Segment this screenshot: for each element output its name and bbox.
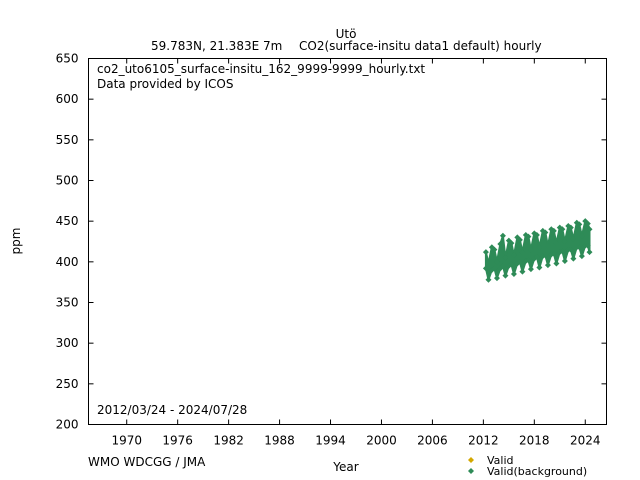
data-point bbox=[491, 265, 498, 272]
x-tick-label: 2018 bbox=[519, 434, 550, 448]
data-point bbox=[508, 261, 515, 268]
data-point bbox=[542, 252, 549, 259]
y-tick-label: 250 bbox=[56, 377, 79, 391]
data-point bbox=[576, 221, 583, 228]
data-point bbox=[482, 265, 489, 272]
data-point bbox=[497, 240, 504, 247]
y-tick-label: 550 bbox=[56, 133, 79, 147]
y-tick-label: 350 bbox=[56, 296, 79, 310]
data-point bbox=[578, 232, 585, 239]
x-tick-label: 1994 bbox=[315, 434, 346, 448]
data-point bbox=[510, 271, 517, 278]
data-point bbox=[493, 275, 500, 282]
legend-valid-label: Valid bbox=[487, 454, 514, 467]
data-point bbox=[550, 227, 557, 234]
station-title: Utö bbox=[336, 27, 357, 41]
x-axis-label: Year bbox=[332, 460, 358, 474]
data-point bbox=[567, 246, 574, 253]
data-point bbox=[499, 232, 506, 239]
data-point bbox=[491, 246, 498, 253]
x-axis-ticks: 1970 1976 1982 1988 1994 2000 2006 2012 2018 2024 bbox=[111, 58, 601, 448]
data-point bbox=[525, 257, 532, 264]
legend: Valid Valid(background) bbox=[468, 454, 587, 478]
data-point bbox=[493, 258, 500, 265]
data-point bbox=[584, 242, 591, 249]
data-point bbox=[567, 224, 574, 231]
x-tick-label: 2012 bbox=[468, 434, 499, 448]
data-point bbox=[576, 244, 583, 251]
y-tick-label: 450 bbox=[56, 214, 79, 228]
data-point bbox=[550, 250, 557, 257]
y-axis-label: ppm bbox=[9, 228, 23, 255]
data-point bbox=[499, 262, 506, 269]
data-point bbox=[508, 240, 515, 247]
data-point bbox=[553, 260, 560, 267]
data-point bbox=[516, 258, 523, 265]
x-tick-label: 2024 bbox=[570, 434, 601, 448]
x-tick-label: 2000 bbox=[366, 434, 397, 448]
data-point bbox=[544, 262, 551, 269]
data-point bbox=[578, 253, 585, 260]
background-data-band bbox=[484, 220, 591, 281]
date-range-annotation: 2012/03/24 - 2024/07/28 bbox=[97, 403, 247, 417]
x-tick-label: 1970 bbox=[111, 434, 142, 448]
data-points bbox=[482, 218, 593, 283]
y-tick-label: 400 bbox=[56, 255, 79, 269]
provider-annotation: Data provided by ICOS bbox=[97, 77, 233, 91]
data-point bbox=[561, 258, 568, 265]
data-point bbox=[542, 229, 549, 236]
legend-valid-marker bbox=[468, 457, 474, 463]
data-point bbox=[533, 231, 540, 238]
data-point bbox=[510, 252, 517, 259]
data-point bbox=[570, 236, 577, 243]
data-point bbox=[544, 242, 551, 249]
plot-area bbox=[88, 58, 607, 425]
data-point bbox=[539, 253, 546, 260]
data-point bbox=[536, 264, 543, 271]
data-point bbox=[485, 260, 492, 267]
legend-background-marker bbox=[468, 468, 474, 474]
data-point bbox=[533, 253, 540, 260]
y-tick-label: 600 bbox=[56, 92, 79, 106]
data-point bbox=[559, 248, 566, 255]
data-point bbox=[519, 249, 526, 256]
data-point bbox=[482, 249, 489, 256]
y-tick-label: 650 bbox=[56, 52, 79, 66]
data-point bbox=[586, 249, 593, 256]
data-point bbox=[561, 238, 568, 245]
y-tick-label: 500 bbox=[56, 174, 79, 188]
data-point bbox=[553, 240, 560, 247]
data-point bbox=[527, 266, 534, 273]
x-tick-label: 1982 bbox=[213, 434, 244, 448]
data-point bbox=[584, 220, 591, 227]
data-point bbox=[525, 233, 532, 240]
data-point bbox=[519, 268, 526, 275]
x-tick-label: 1976 bbox=[162, 434, 193, 448]
data-point bbox=[502, 272, 509, 279]
data-point bbox=[586, 226, 593, 233]
gas-subtitle: CO2(surface-insitu data1 default) hourly bbox=[299, 39, 542, 53]
data-point bbox=[485, 276, 492, 283]
data-point bbox=[502, 254, 509, 261]
location-subtitle: 59.783N, 21.383E 7m bbox=[151, 39, 282, 53]
data-point bbox=[536, 244, 543, 251]
legend-background-label: Valid(background) bbox=[487, 465, 587, 478]
data-point bbox=[516, 236, 523, 243]
credit-text: WMO WDCGG / JMA bbox=[88, 455, 206, 469]
data-point bbox=[570, 255, 577, 262]
x-tick-label: 2006 bbox=[417, 434, 448, 448]
y-tick-label: 200 bbox=[56, 418, 79, 432]
data-point bbox=[527, 246, 534, 253]
x-tick-label: 1988 bbox=[264, 434, 295, 448]
data-point bbox=[559, 226, 566, 233]
filename-annotation: co2_uto6105_surface-insitu_162_9999-9999… bbox=[97, 62, 425, 76]
y-axis-ticks: 200 250 300 350 400 450 500 550 600 650 bbox=[56, 52, 607, 432]
y-tick-label: 300 bbox=[56, 336, 79, 350]
